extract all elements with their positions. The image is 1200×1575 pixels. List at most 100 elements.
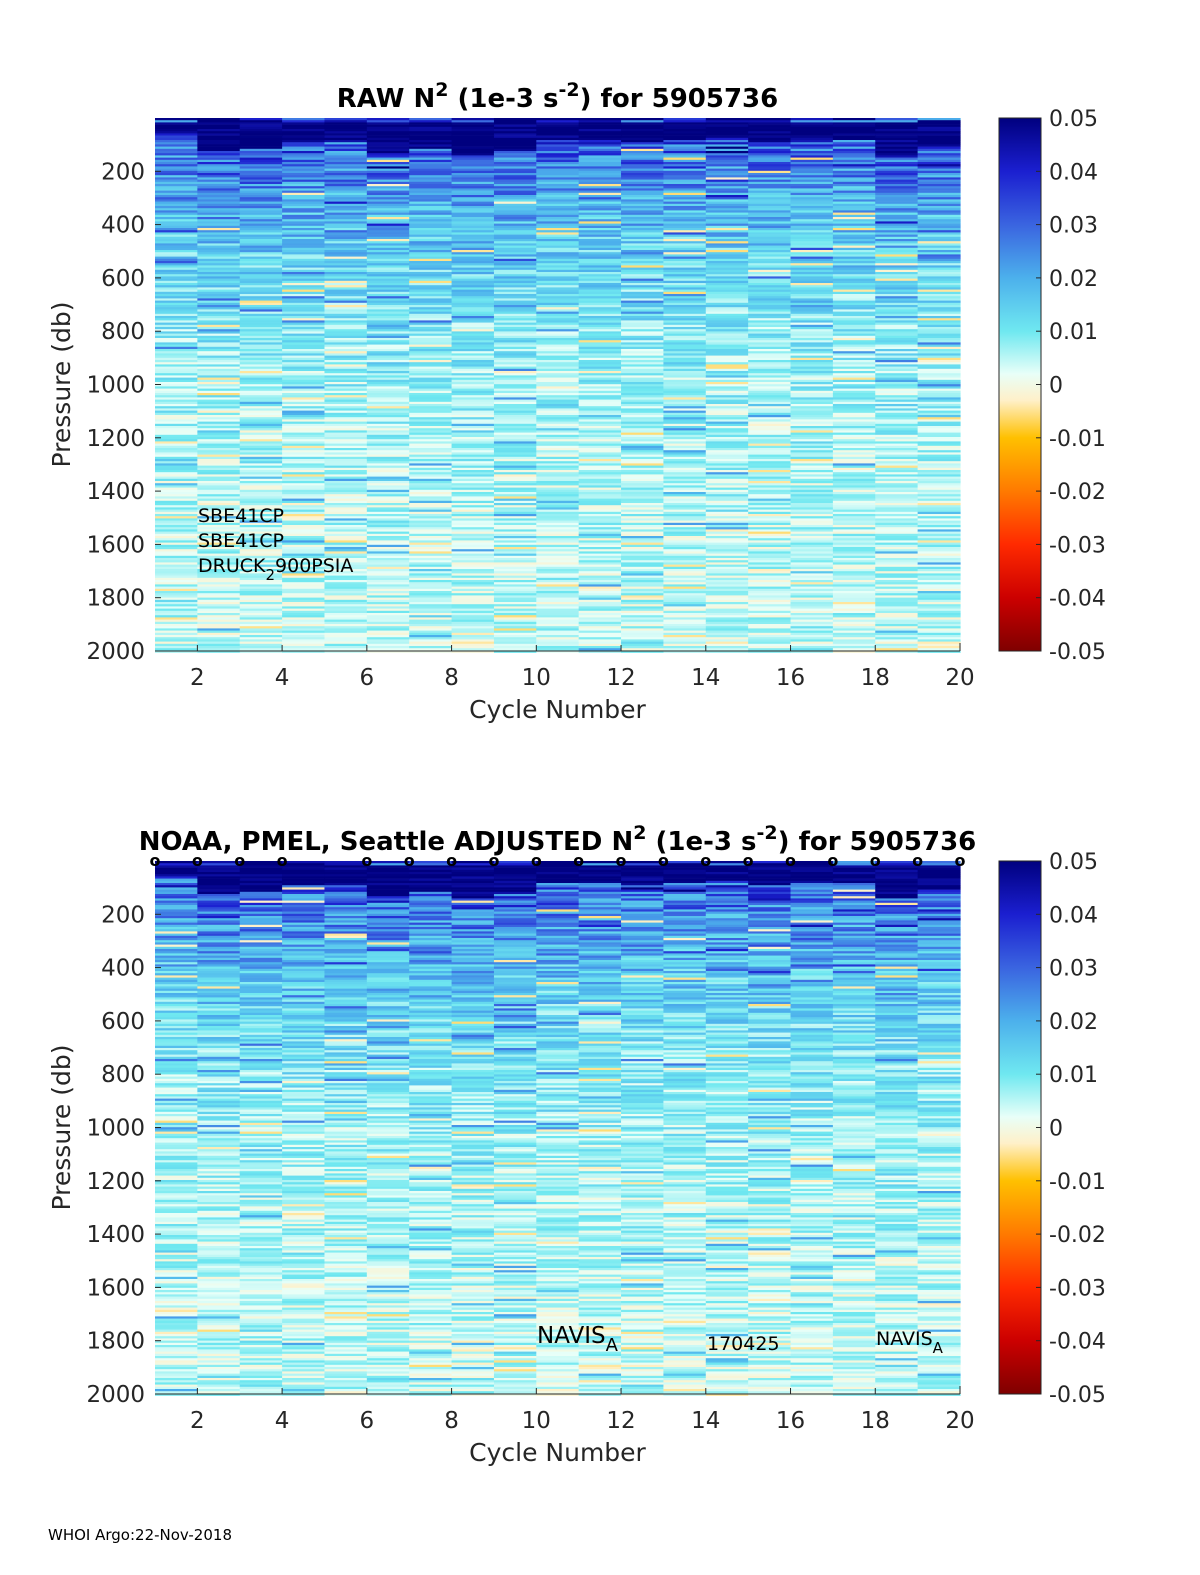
heatmap-cell (536, 595, 580, 598)
heatmap-cell (155, 1019, 198, 1022)
heatmap-cell (239, 496, 283, 499)
heatmap-cell (875, 630, 919, 634)
heatmap-cell (155, 338, 198, 341)
heatmap-cell (536, 186, 580, 189)
heatmap-cell (409, 580, 453, 583)
heatmap-cell (536, 395, 580, 398)
heatmap-cell (155, 1257, 198, 1260)
heatmap-cell (409, 344, 453, 348)
heatmap-cell (366, 148, 410, 152)
heatmap-cell (790, 329, 834, 332)
heatmap-cell (239, 140, 283, 143)
heatmap-cell (366, 476, 410, 480)
heatmap-cell (621, 305, 665, 308)
heatmap-cell (197, 621, 241, 625)
heatmap-cell (621, 210, 665, 213)
heatmap-cell (790, 366, 834, 370)
heatmap-cell (536, 225, 580, 229)
heatmap-cell (324, 465, 368, 469)
heatmap-cell (155, 1138, 198, 1141)
heatmap-cell (917, 208, 961, 211)
heatmap-cell (155, 434, 198, 438)
heatmap-cell (366, 452, 410, 455)
heatmap-cell (451, 346, 495, 350)
heatmap-cell (155, 472, 198, 475)
heatmap-cell (748, 151, 792, 154)
heatmap-cell (493, 269, 537, 273)
heatmap-cell (239, 573, 283, 576)
heatmap-cell (832, 617, 876, 620)
heatmap-cell (832, 151, 876, 154)
heatmap-cell (493, 522, 537, 526)
heatmap-cell (366, 573, 410, 576)
heatmap-cell (832, 560, 876, 563)
heatmap-cell (493, 221, 537, 224)
heatmap-cell (663, 503, 707, 506)
heatmap-cell (409, 201, 453, 205)
heatmap-cell (451, 210, 495, 213)
heatmap-cell (748, 472, 792, 475)
heatmap-cell (493, 628, 537, 631)
heatmap-cell (832, 445, 876, 449)
heatmap-cell (155, 428, 198, 431)
heatmap-cell (663, 241, 707, 244)
heatmap-cell (451, 192, 495, 196)
heatmap-cell (451, 313, 495, 317)
heatmap-cell (621, 144, 665, 147)
heatmap-cell (409, 168, 453, 172)
heatmap-cell (324, 342, 368, 345)
heatmap-cell (536, 538, 580, 541)
heatmap-cell (451, 503, 495, 506)
heatmap-cell (409, 212, 453, 216)
heatmap-cell (917, 439, 961, 442)
annotation-label: SBE41CP (198, 505, 284, 527)
heatmap-cell (366, 181, 410, 185)
heatmap-cell (832, 256, 876, 260)
heatmap-cell (282, 316, 326, 319)
heatmap-cell (155, 573, 198, 576)
heatmap-cell (197, 351, 241, 354)
heatmap-cell (409, 476, 453, 480)
heatmap-cell (366, 272, 410, 275)
heatmap-cell (409, 289, 453, 293)
heatmap-cell (409, 137, 453, 141)
heatmap-cell (663, 190, 707, 194)
heatmap-cell (197, 478, 241, 482)
heatmap-cell (155, 1010, 198, 1014)
heatmap-cell (239, 602, 283, 605)
heatmap-cell (917, 360, 961, 363)
heatmap-cell (875, 236, 919, 240)
heatmap-cell (155, 437, 198, 440)
heatmap-cell (621, 168, 665, 172)
heatmap-cell (578, 368, 622, 372)
heatmap-cell (875, 450, 919, 453)
heatmap-cell (324, 492, 368, 495)
heatmap-cell (621, 406, 665, 409)
heatmap-cell (451, 133, 495, 136)
heatmap-cell (578, 335, 622, 339)
heatmap-cell (748, 298, 792, 301)
heatmap-cell (621, 355, 665, 359)
heatmap-cell (578, 569, 622, 572)
heatmap-cell (705, 470, 749, 473)
heatmap-cell (917, 511, 961, 515)
heatmap-cell (875, 474, 919, 477)
heatmap-cell (790, 584, 834, 587)
heatmap-cell (324, 516, 368, 519)
heatmap-cell (197, 305, 241, 308)
heatmap-cell (324, 250, 368, 253)
heatmap-cell (451, 415, 495, 418)
heatmap-cell (663, 610, 707, 614)
heatmap-cell (875, 148, 919, 152)
heatmap-cell (663, 489, 707, 493)
heatmap-cell (155, 454, 198, 458)
heatmap-cell (324, 582, 368, 585)
heatmap-cell (705, 331, 749, 334)
heatmap-cell (832, 483, 876, 486)
heatmap-cell (875, 617, 919, 620)
heatmap-cell (705, 289, 749, 293)
heatmap-cell (748, 166, 792, 169)
heatmap-cell (451, 129, 495, 132)
heatmap-cell (621, 379, 665, 383)
heatmap-cell (917, 274, 961, 277)
